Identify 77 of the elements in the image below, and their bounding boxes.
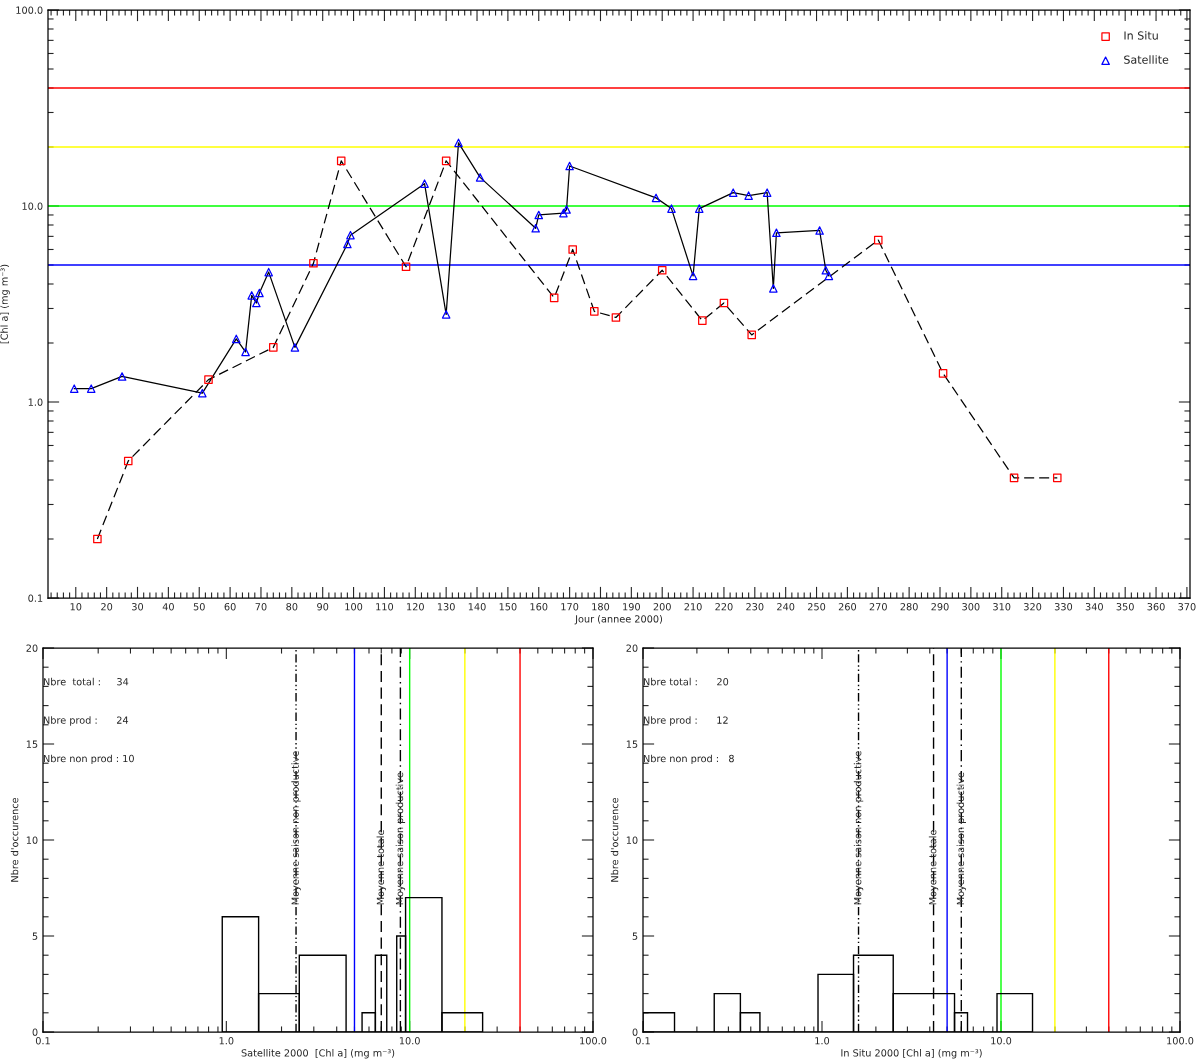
x-tick-label: 30 (132, 603, 144, 611)
y-tick-label: 0 (32, 1028, 38, 1036)
x-tick-label: 160 (530, 603, 548, 611)
x-tick-label: 250 (807, 603, 826, 611)
ref-line-label: Moyenne saison non productive (853, 751, 864, 905)
ref-line-label: Moyenne totale (928, 830, 939, 905)
y-tick-label: 10.0 (22, 202, 43, 210)
annotation: Nbre non prod : 10 (43, 754, 134, 765)
y-tick-label: 10 (626, 836, 638, 844)
annotation: Nbre total : 34 (43, 677, 129, 686)
x-tick-label: 320 (1024, 603, 1042, 611)
x-tick-label: 110 (376, 603, 394, 611)
x-tick-label: 220 (715, 603, 733, 611)
ref-line-label: Moyenne saison productive (395, 772, 406, 905)
legend-label: In Situ (1124, 31, 1158, 40)
x-tick-label: 260 (838, 603, 857, 611)
x-tick-label: 180 (592, 603, 610, 611)
annotation: Nbre total : 20 (643, 677, 729, 686)
x-tick-label: 120 (407, 603, 424, 611)
y-tick-label: 20 (26, 644, 38, 652)
x-axis-title: Jour (annee 2000) (574, 615, 663, 625)
x-tick-label: 210 (684, 603, 702, 611)
x-tick-label: 150 (499, 603, 517, 611)
y-tick-label: 15 (26, 740, 38, 748)
x-axis-title: In Situ 2000 [Chl a] (mg m⁻³) (841, 1049, 982, 1059)
y-tick-label: 0.1 (28, 594, 43, 602)
x-tick-label: 340 (1085, 603, 1103, 611)
x-tick-label: 100.0 (580, 1037, 607, 1045)
x-tick-label: 90 (317, 603, 329, 611)
x-tick-label: 140 (468, 603, 486, 611)
y-tick-label: 15 (626, 740, 638, 748)
x-tick-label: 100 (345, 603, 363, 611)
x-tick-label: 280 (900, 603, 918, 611)
annotation: Nbre prod : 12 (643, 716, 728, 726)
x-tick-label: 170 (561, 603, 579, 611)
x-tick-label: 1.0 (219, 1037, 234, 1045)
annotation: Nbre non prod : 8 (643, 754, 734, 765)
x-tick-label: 200 (653, 603, 671, 611)
x-tick-label: 240 (777, 603, 795, 611)
y-axis-title: Nbre d'occurence (10, 797, 19, 882)
y-tick-label: 10 (26, 836, 38, 844)
y-tick-label: 5 (32, 932, 38, 940)
x-tick-label: 10 (70, 603, 82, 611)
x-tick-label: 70 (255, 603, 267, 611)
x-tick-label: 350 (1116, 603, 1134, 611)
x-tick-label: 360 (1147, 603, 1165, 611)
x-tick-label: 20 (101, 603, 113, 611)
x-tick-label: 290 (931, 603, 949, 611)
x-tick-label: 100.0 (1167, 1037, 1194, 1045)
ref-line-label: Moyenne saison productive (956, 772, 966, 905)
y-axis-title: Nbre d'occurence (610, 797, 619, 882)
x-tick-label: 10.0 (399, 1037, 420, 1045)
x-tick-label: 190 (623, 603, 640, 611)
x-tick-label: 40 (162, 603, 174, 611)
x-tick-label: 60 (224, 603, 236, 611)
y-tick-label: 5 (632, 932, 638, 940)
annotation: Nbre prod : 24 (43, 716, 129, 726)
x-tick-label: 370 (1178, 603, 1196, 611)
x-tick-label: 130 (437, 603, 455, 611)
x-tick-label: 310 (993, 603, 1011, 611)
y-axis-title: [Chl a] (mg m⁻³) (0, 264, 10, 344)
legend-label: Satellite (1124, 55, 1169, 64)
ref-line-label: Moyenne saison non productive (291, 751, 301, 905)
x-tick-label: 50 (193, 603, 205, 611)
y-tick-label: 0 (632, 1028, 638, 1036)
y-tick-label: 1.0 (28, 398, 43, 406)
x-tick-label: 270 (869, 603, 887, 611)
ref-line-label: Moyenne totale (376, 830, 386, 905)
x-tick-label: 1.0 (815, 1037, 830, 1045)
x-tick-label: 300 (962, 603, 980, 611)
x-tick-label: 80 (286, 603, 298, 611)
x-tick-label: 10.0 (991, 1037, 1012, 1045)
x-axis-title: Satellite 2000 [Chl a] (mg m⁻³) (241, 1049, 395, 1059)
x-tick-label: 230 (746, 603, 764, 611)
x-tick-label: 330 (1054, 603, 1073, 611)
y-tick-label: 20 (626, 644, 638, 652)
y-tick-label: 100.0 (16, 6, 43, 14)
